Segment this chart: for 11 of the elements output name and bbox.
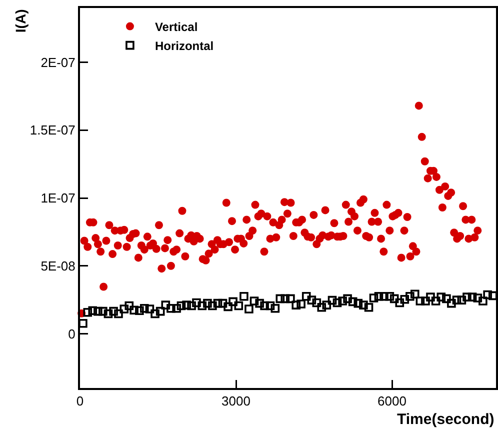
y-tick-label: 1E-07 [40,190,76,206]
x-tick-label: 3000 [222,394,250,409]
y-axis-title: I(A) [12,9,29,33]
legend-label: Horizontal [154,38,214,53]
x-tick-label: 6000 [378,394,406,409]
legend-label: Vertical [154,20,198,34]
y-tick-label: 2E-07 [40,54,76,70]
x-axis-title: Time(second) [397,411,494,428]
y-tick-label: 5E-08 [40,258,76,274]
y-tick-label: 1.5E-07 [30,122,76,138]
y-tick-label: 0 [68,326,76,342]
